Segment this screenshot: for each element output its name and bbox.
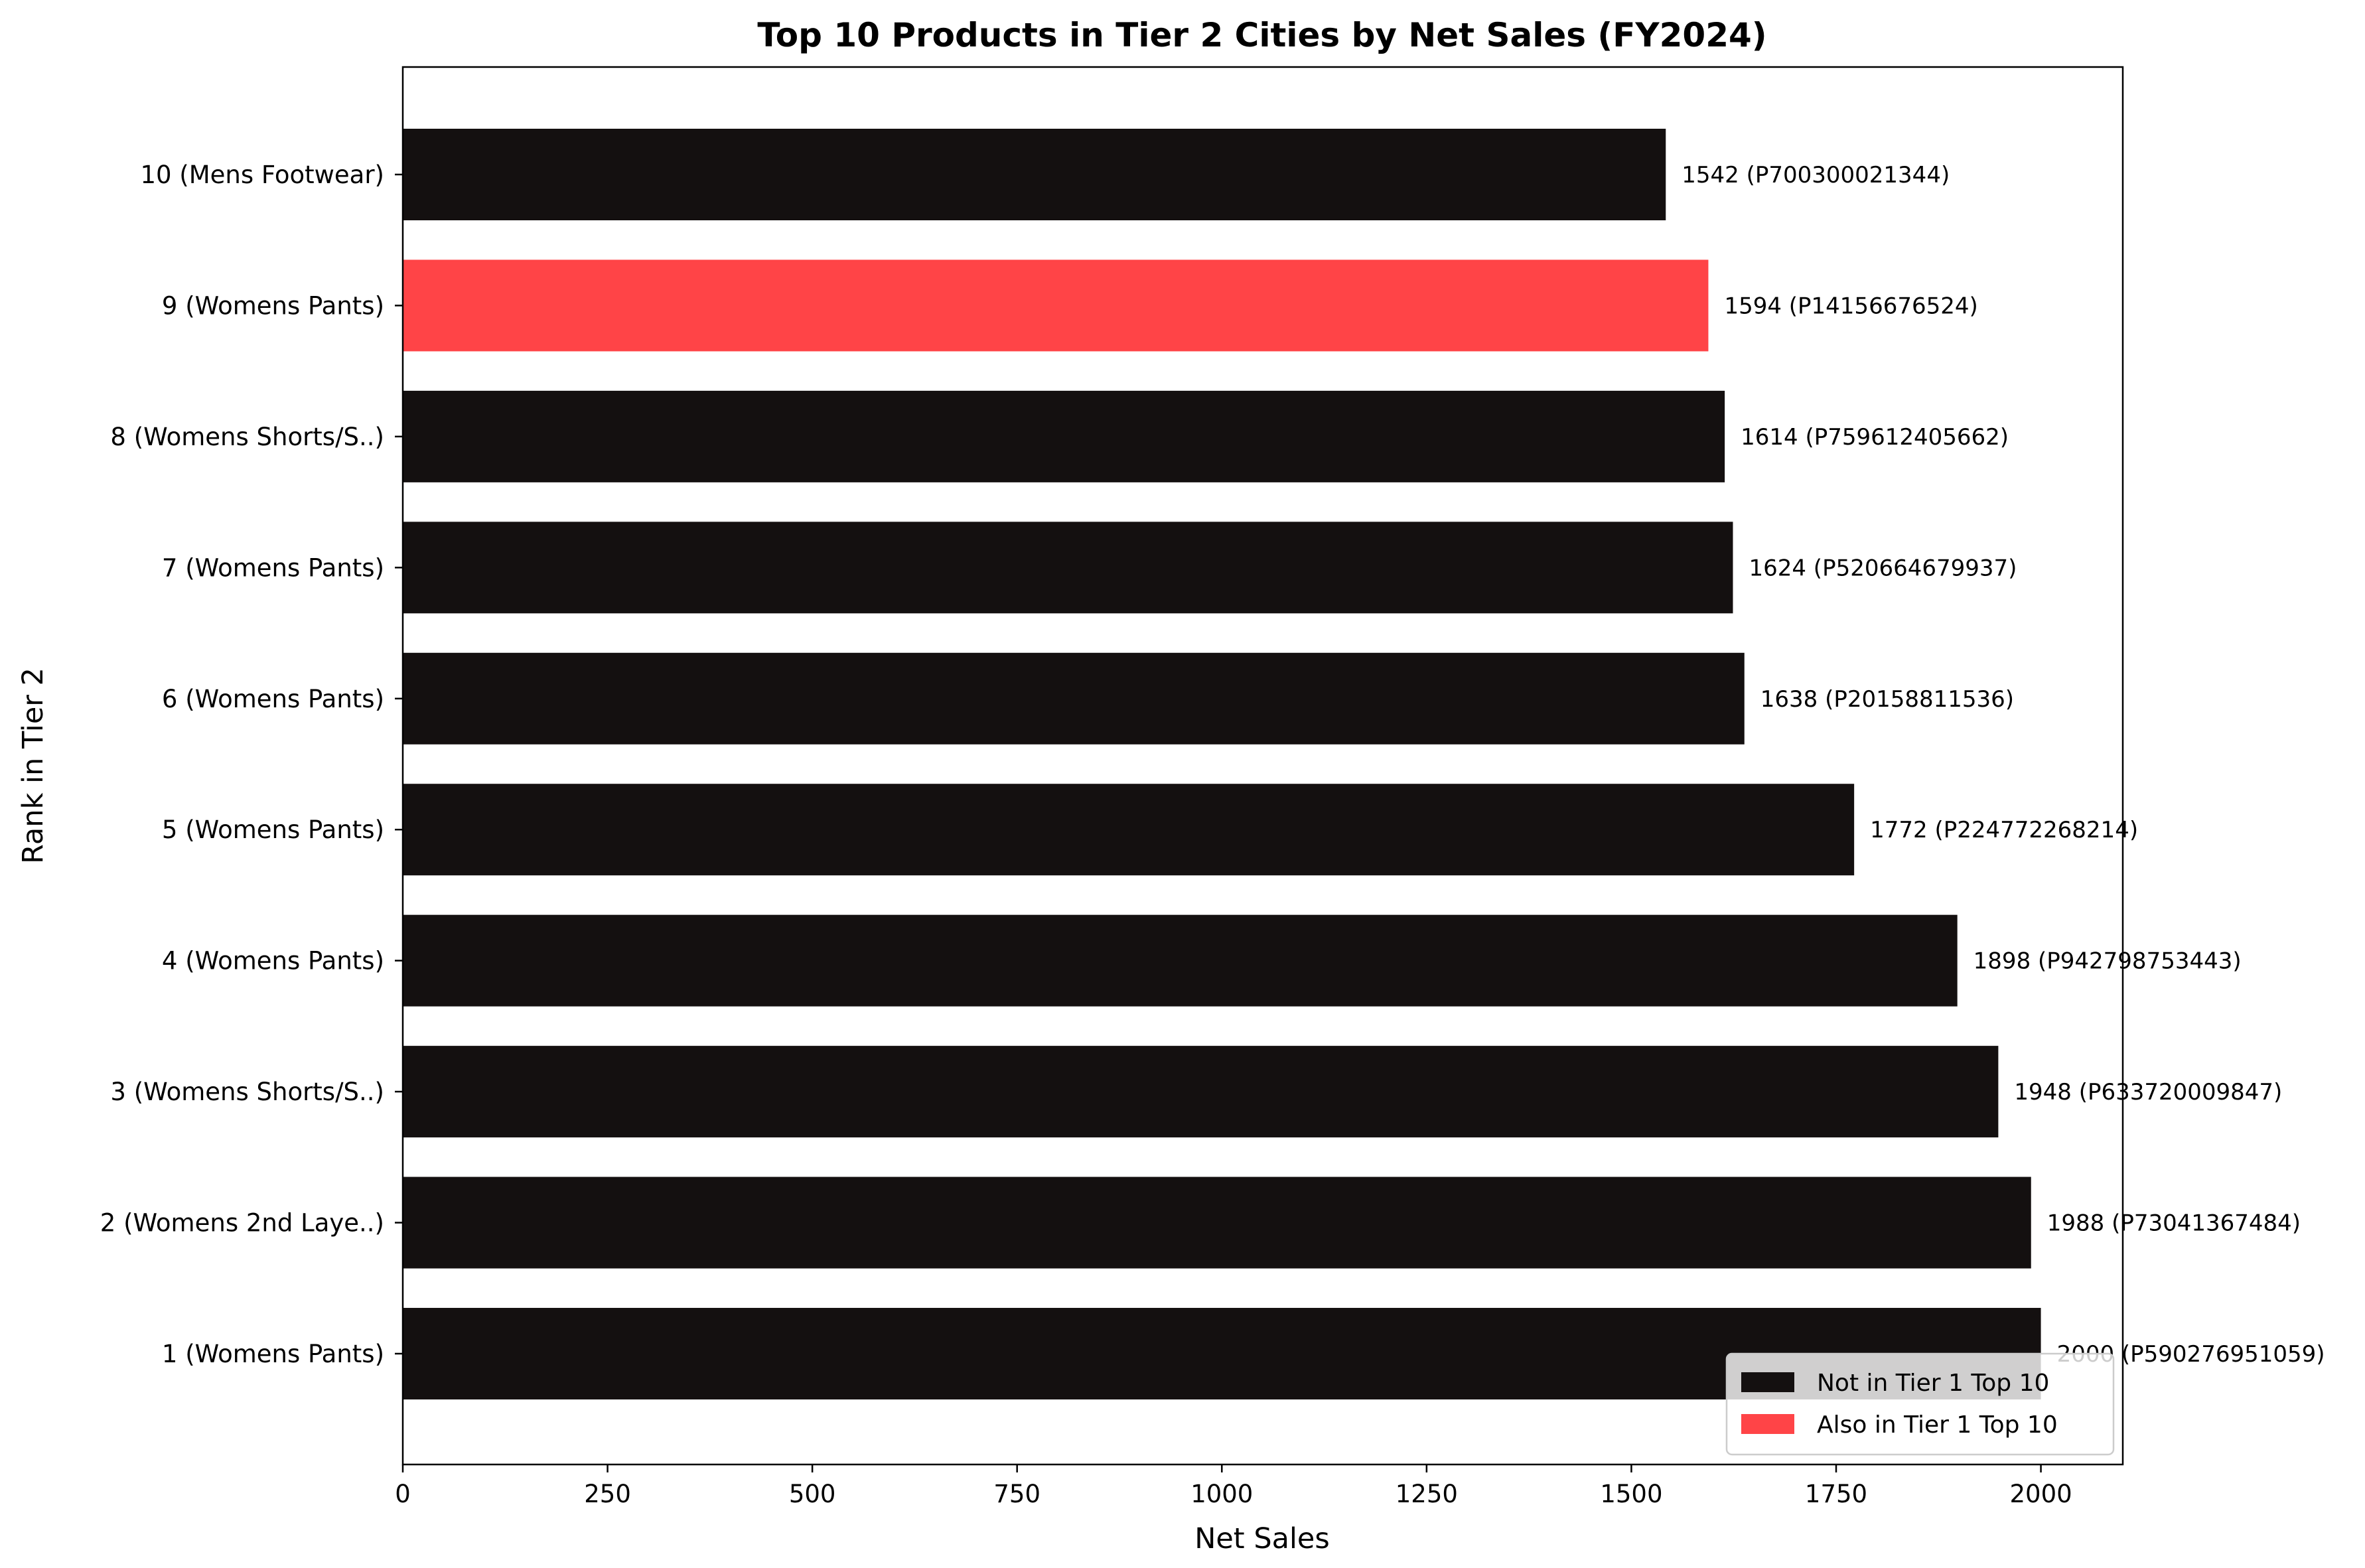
bar-value-label: 1542 (P700300021344): [1682, 162, 1950, 188]
y-tick-label: 7 (Womens Pants): [162, 553, 384, 582]
x-axis-label: Net Sales: [1194, 1522, 1330, 1555]
bar-rank-10: [403, 129, 1666, 220]
legend-box: [1725, 1352, 2115, 1456]
y-tick-label: 9 (Womens Pants): [162, 291, 384, 320]
x-tick-label: 1000: [1190, 1480, 1253, 1508]
bar-value-label: 1638 (P20158811536): [1760, 686, 2014, 713]
x-tick-label: 500: [789, 1480, 836, 1508]
x-tick-label: 0: [395, 1480, 411, 1508]
y-tick-label: 8 (Womens Shorts/S..): [110, 423, 384, 451]
bar-value-label: 1614 (P759612405662): [1741, 424, 2009, 451]
plot-area-frame: [401, 66, 2124, 1466]
y-tick-label: 3 (Womens Shorts/S..): [110, 1078, 384, 1106]
x-tick-label: 2000: [2009, 1480, 2072, 1508]
bar-rank-2: [403, 1176, 2031, 1269]
x-tick-label: 1500: [1600, 1480, 1662, 1508]
bar-rank-9: [403, 259, 1709, 352]
bar-value-label: 1948 (P633720009847): [2014, 1079, 2282, 1105]
y-tick-label: 2 (Womens 2nd Laye..): [100, 1209, 384, 1238]
y-tick-label: 6 (Womens Pants): [162, 685, 384, 713]
y-axis-ticks: 1 (Womens Pants) 2 (Womens 2nd Laye..) 3 (…: [100, 161, 403, 1368]
bar-value-label: 1772 (P224772268214): [1870, 817, 2138, 843]
legend-swatch-not-in-tier1: [1741, 1372, 1794, 1392]
data-labels-group: 2000 (P590276951059)1988 (P73041367484)1…: [1682, 162, 2325, 1368]
y-tick-label: 5 (Womens Pants): [162, 816, 384, 844]
bar-rank-4: [403, 914, 1958, 1007]
y-tick-label: 4 (Womens Pants): [162, 947, 384, 975]
x-tick-label: 250: [584, 1480, 631, 1508]
bar-value-label: 1594 (P14156676524): [1724, 293, 1977, 319]
bar-value-label: 1624 (P520664679937): [1749, 555, 2017, 581]
chart-title: Top 10 Products in Tier 2 Cities by Net …: [757, 16, 1766, 54]
bar-rank-6: [403, 652, 1745, 745]
legend-label-also-in-tier1: Also in Tier 1 Top 10: [1817, 1411, 2058, 1439]
bar-value-label: 1988 (P73041367484): [2047, 1210, 2301, 1237]
y-axis-label: Rank in Tier 2: [17, 668, 50, 864]
bars-group: [403, 129, 2041, 1399]
x-tick-label: 1250: [1396, 1480, 1458, 1508]
x-tick-label: 1750: [1805, 1480, 1867, 1508]
legend-label-not-in-tier1: Not in Tier 1 Top 10: [1817, 1370, 2049, 1397]
bar-rank-3: [403, 1046, 1999, 1138]
legend-swatch-also-in-tier1: [1741, 1414, 1794, 1434]
legend: Not in Tier 1 Top 10 Also in Tier 1 Top …: [1725, 1352, 2115, 1456]
bar-rank-7: [403, 522, 1733, 614]
y-tick-label: 1 (Womens Pants): [162, 1340, 384, 1368]
x-tick-label: 750: [993, 1480, 1040, 1508]
bar-rank-8: [403, 390, 1725, 482]
bar-value-label: 1898 (P942798753443): [1973, 948, 2242, 975]
bar-rank-5: [403, 784, 1855, 876]
x-axis-ticks: 0 250 500 750 1000 1250 1500 1750 2000: [395, 1464, 2072, 1508]
y-tick-label: 10 (Mens Footwear): [140, 161, 384, 189]
